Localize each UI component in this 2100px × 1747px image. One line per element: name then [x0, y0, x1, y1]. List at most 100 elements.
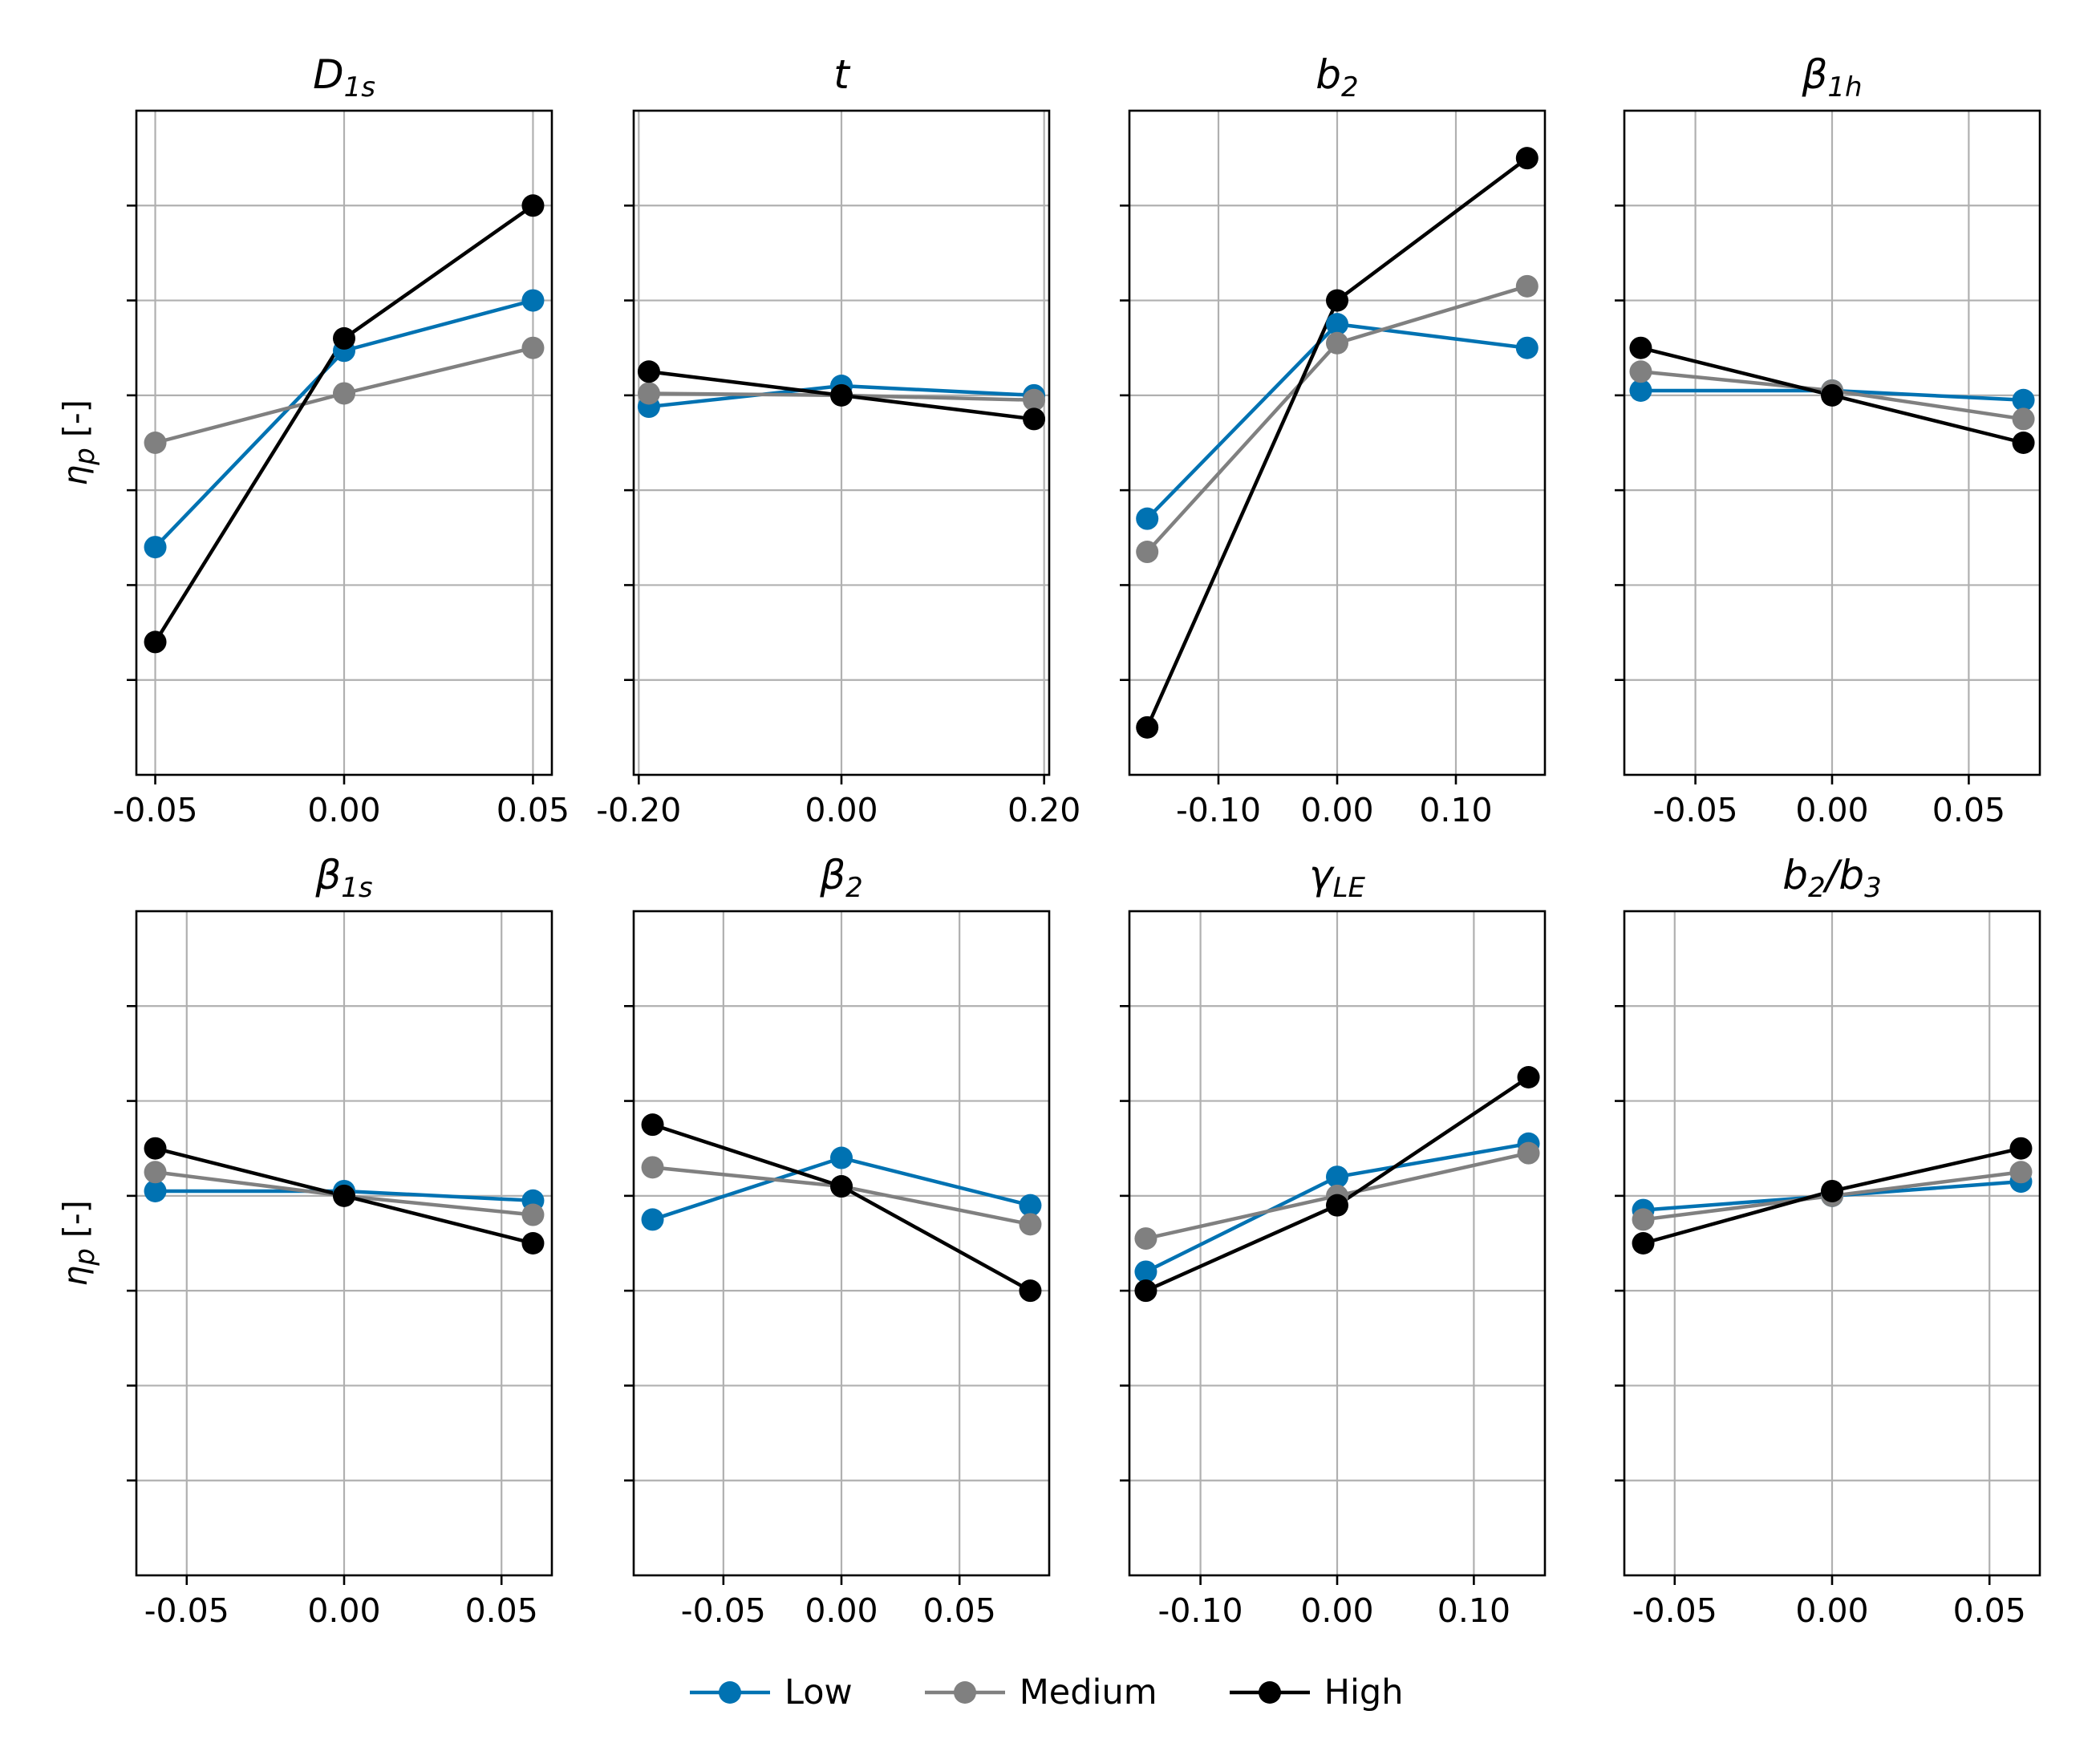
data-point-high	[521, 194, 545, 217]
legend-label-high: High	[1324, 1672, 1404, 1713]
panel-title: D1s	[313, 51, 375, 103]
data-point-high	[1517, 1066, 1540, 1088]
x-tick-label: 0.20	[1007, 791, 1080, 829]
data-point-high	[1134, 1279, 1157, 1303]
panel-title: t	[833, 51, 851, 98]
panel-title: γLE	[1309, 852, 1366, 904]
legend-marker-medium	[924, 1681, 1005, 1704]
grid	[1129, 111, 1545, 775]
grid	[136, 911, 552, 1575]
x-tick-label: -0.05	[144, 1591, 229, 1630]
x-tick-label: 0.00	[1795, 1591, 1868, 1630]
data-point-medium	[2009, 1161, 2033, 1184]
data-point-medium	[521, 1203, 545, 1226]
data-point-low	[2012, 388, 2035, 411]
data-point-medium	[2012, 407, 2035, 431]
x-tick-label: 0.00	[307, 791, 380, 829]
panel-2: -0.05 0.00 0.05 β2	[624, 852, 1051, 1630]
data-point-high	[641, 1113, 664, 1137]
data-point-high	[1632, 1232, 1655, 1255]
x-tick-label: 0.10	[1419, 791, 1492, 829]
x-tick-label: 0.05	[1932, 791, 2005, 829]
data-point-high	[333, 1184, 355, 1207]
data-point-medium	[1134, 1227, 1157, 1250]
x-tick-label: 0.10	[1437, 1591, 1510, 1630]
data-point-low	[1629, 379, 1652, 402]
data-point-low	[144, 1179, 167, 1202]
data-point-high	[1821, 1179, 1843, 1202]
legend-item-high: High	[1229, 1672, 1404, 1713]
panel-title: β1s	[314, 852, 372, 904]
data-point-medium	[144, 432, 167, 454]
data-point-medium	[637, 382, 660, 405]
data-point-low	[1136, 507, 1159, 530]
panel-1s: -0.05 0.00 0.05 β1s ηp [-]	[56, 852, 553, 1630]
panel-t: -0.20 0.00 0.20 t	[596, 51, 1080, 829]
legend-marker-low	[690, 1681, 770, 1704]
legend-item-medium: Medium	[924, 1672, 1157, 1713]
data-point-high	[2012, 432, 2035, 454]
data-point-medium	[144, 1161, 167, 1184]
data-point-medium	[1632, 1208, 1655, 1231]
panel-1h: -0.05 0.00 0.05 β1h	[1615, 51, 2041, 829]
data-point-high	[144, 630, 167, 654]
data-point-high	[1821, 383, 1843, 407]
data-point-high	[1326, 1194, 1348, 1217]
data-point-medium	[1326, 331, 1348, 355]
data-point-medium	[333, 382, 355, 405]
x-tick-label: 0.00	[1300, 1591, 1373, 1630]
grid	[634, 111, 1049, 775]
panel-title: β2	[819, 852, 863, 904]
data-point-low	[1326, 313, 1348, 336]
panel-b2-b3: -0.05 0.00 0.05 b2/b3	[1615, 852, 2041, 1630]
legend-label-low: Low	[784, 1672, 853, 1713]
panel-title: β1h	[1801, 51, 1862, 103]
data-point-high	[521, 1232, 545, 1255]
panel-title: b2/b3	[1782, 852, 1882, 904]
legend-label-medium: Medium	[1019, 1672, 1157, 1713]
x-tick-label: 0.05	[465, 1591, 538, 1630]
legend: Low Medium High	[690, 1672, 1403, 1713]
data-point-low	[1326, 1165, 1348, 1189]
data-point-high	[830, 1175, 853, 1198]
y-axis-label: ηp [-]	[56, 1200, 101, 1286]
x-tick-label: -0.05	[681, 1591, 766, 1630]
panel-d1s: -0.05 0.00 0.05 D1s ηp [-]	[56, 51, 570, 829]
x-tick-label: 0.00	[805, 1591, 878, 1630]
data-point-medium	[1023, 388, 1046, 411]
data-point-medium	[1629, 360, 1652, 383]
y-axis-label: ηp [-]	[56, 399, 101, 485]
data-point-high	[637, 360, 660, 383]
grid	[136, 111, 552, 775]
data-point-medium	[641, 1156, 664, 1179]
data-point-high	[1326, 289, 1348, 312]
grid	[1129, 911, 1545, 1575]
x-tick-label: -0.05	[112, 791, 197, 829]
data-point-high	[1136, 715, 1159, 739]
data-point-low	[521, 289, 545, 312]
data-point-low	[1515, 336, 1539, 359]
grid	[1624, 911, 2040, 1575]
x-tick-label: -0.10	[1158, 1591, 1243, 1630]
data-point-medium	[521, 336, 545, 359]
data-point-high	[333, 326, 355, 350]
x-tick-label: -0.05	[1653, 791, 1738, 829]
legend-item-low: Low	[690, 1672, 853, 1713]
data-point-medium	[1019, 1213, 1042, 1236]
data-point-low	[830, 1146, 853, 1169]
x-tick-label: -0.20	[596, 791, 681, 829]
data-point-high	[1629, 336, 1652, 359]
data-point-low	[1134, 1260, 1157, 1283]
data-point-high	[1023, 407, 1046, 431]
x-tick-label: -0.10	[1176, 791, 1261, 829]
grid	[634, 911, 1049, 1575]
x-tick-label: 0.00	[307, 1591, 380, 1630]
data-point-high	[1019, 1279, 1042, 1303]
panel-title: b2	[1316, 51, 1358, 103]
data-point-low	[144, 536, 167, 559]
data-point-medium	[1515, 274, 1539, 298]
x-tick-label: -0.05	[1632, 1591, 1717, 1630]
data-point-medium	[1136, 541, 1159, 564]
data-point-medium	[1517, 1141, 1540, 1165]
